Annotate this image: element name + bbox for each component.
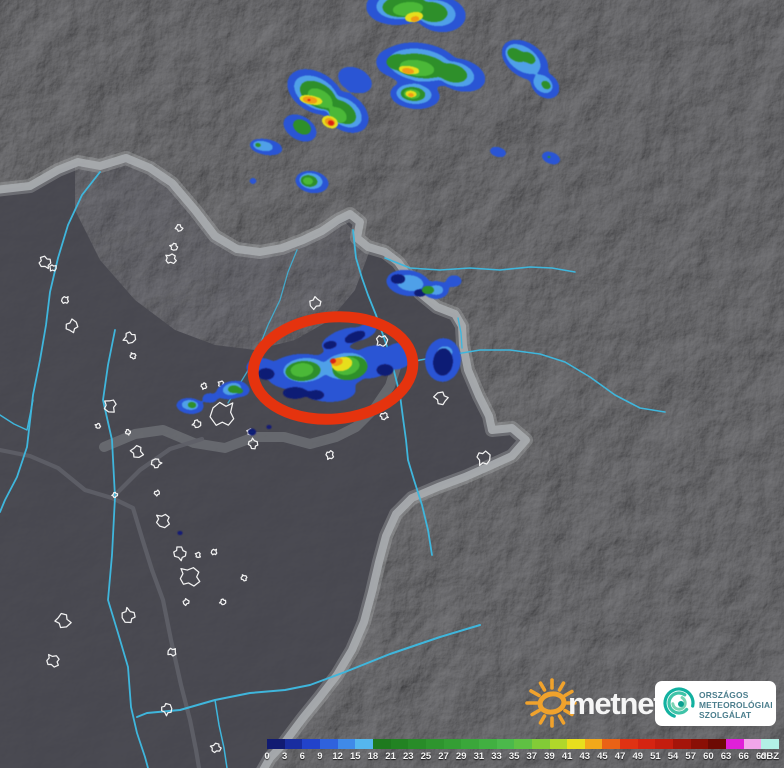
legend-color-cell bbox=[549, 739, 568, 749]
legend-color-cell bbox=[408, 739, 426, 749]
legend-tick-label: 41 bbox=[561, 751, 573, 762]
sun-icon bbox=[525, 678, 577, 728]
legend-tick-label: 35 bbox=[508, 751, 520, 762]
legend-tick-label: 37 bbox=[526, 751, 538, 762]
legend-color-cell bbox=[267, 739, 285, 749]
radar-echoes bbox=[176, 0, 561, 536]
legend-tick-label: 0 bbox=[264, 751, 270, 762]
legend-color-cell bbox=[690, 739, 709, 749]
metnet-logo: metnet bbox=[525, 678, 665, 728]
legend-tick-label: 6 bbox=[299, 751, 305, 762]
legend-color-cell bbox=[478, 739, 497, 749]
legend-tick-label: 39 bbox=[544, 751, 555, 762]
legend-tick-label: 33 bbox=[491, 751, 502, 762]
country-border bbox=[0, 151, 533, 768]
legend-color-cell bbox=[372, 739, 391, 749]
legend-color-cell bbox=[443, 739, 462, 749]
legend-tick-label: 69 bbox=[756, 751, 767, 762]
legend-labels: 0 3 6 9 12 15 18 21 23 25 27 29 31 33 35 37 39 41 43 45 47 49… bbox=[264, 749, 779, 762]
legend-tick-label: 25 bbox=[420, 751, 432, 762]
storm-highlight-circle bbox=[247, 311, 419, 425]
legend-tick-label: 45 bbox=[597, 751, 608, 762]
legend-tick-label: 27 bbox=[438, 751, 449, 762]
legend-color-cell bbox=[355, 739, 373, 749]
legend-color-cell bbox=[602, 739, 621, 749]
legend-tick-label: 54 bbox=[667, 751, 679, 762]
legend-color-cell bbox=[655, 739, 674, 749]
legend-color-cell bbox=[637, 739, 656, 749]
legend-tick-label: 57 bbox=[685, 751, 697, 762]
legend-tick-label: 43 bbox=[579, 751, 591, 762]
legend-color-cell bbox=[584, 739, 603, 749]
omsz-line-3: SZOLGÁLAT bbox=[699, 709, 752, 720]
cyclone-swirl-icon bbox=[663, 687, 695, 719]
legend-tick-label: 15 bbox=[349, 751, 361, 762]
legend-color-cell bbox=[743, 739, 762, 749]
legend-tick-label: 3 bbox=[281, 751, 288, 762]
legend-color-cell bbox=[761, 739, 780, 749]
legend-tick-label: 31 bbox=[473, 751, 485, 762]
legend-tick-label: 60 bbox=[703, 751, 714, 762]
legend-color-cell bbox=[531, 739, 550, 749]
legend-tick-label: 21 bbox=[385, 751, 396, 762]
legend-tick-label: 49 bbox=[632, 751, 644, 762]
legend-color-cell bbox=[461, 739, 479, 749]
legend-color-cell bbox=[390, 739, 409, 749]
legend-tick-label: 63 bbox=[720, 751, 732, 762]
legend-tick-label: 9 bbox=[317, 751, 323, 762]
legend-color-cell bbox=[425, 739, 444, 749]
legend-tick-label: 18 bbox=[367, 751, 379, 762]
legend-color-cell bbox=[337, 739, 356, 749]
radar-layer-navy bbox=[176, 274, 454, 536]
legend-color-cell bbox=[319, 739, 338, 749]
omsz-line-2: METEOROLÓGIAI bbox=[699, 699, 773, 710]
legend-tick-label: 51 bbox=[650, 751, 661, 762]
legend-color-cell bbox=[620, 739, 638, 749]
radar-layer-red bbox=[304, 68, 415, 365]
omsz-line-1: ORSZÁGOS bbox=[699, 689, 749, 700]
legend-tick-label: 29 bbox=[455, 751, 467, 762]
legend-color-cell bbox=[708, 739, 727, 749]
legend-cells bbox=[267, 739, 780, 749]
legend-color-cell bbox=[496, 739, 515, 749]
legend-color-cell bbox=[514, 739, 532, 749]
legend-tick-label: 23 bbox=[402, 751, 414, 762]
legend-color-cell bbox=[284, 739, 303, 749]
legend-color-cell bbox=[302, 739, 320, 749]
legend-color-cell bbox=[726, 739, 744, 749]
legend-tick-label: 66 bbox=[738, 751, 749, 762]
metnet-wordmark: metnet bbox=[568, 686, 663, 721]
legend-unit-label: dBZ bbox=[760, 751, 779, 762]
legend-tick-label: 47 bbox=[614, 751, 626, 762]
legend-color-cell bbox=[567, 739, 585, 749]
legend-color-cell bbox=[673, 739, 691, 749]
legend-tick-label: 12 bbox=[332, 751, 343, 762]
omsz-logo: ORSZÁGOS METEOROLÓGIAI SZOLGÁLAT bbox=[655, 681, 776, 726]
radar-scale-legend: 0 3 6 9 12 15 18 21 23 25 27 29 31 33 35 37 39 41 43 45 47 49… bbox=[264, 739, 780, 763]
